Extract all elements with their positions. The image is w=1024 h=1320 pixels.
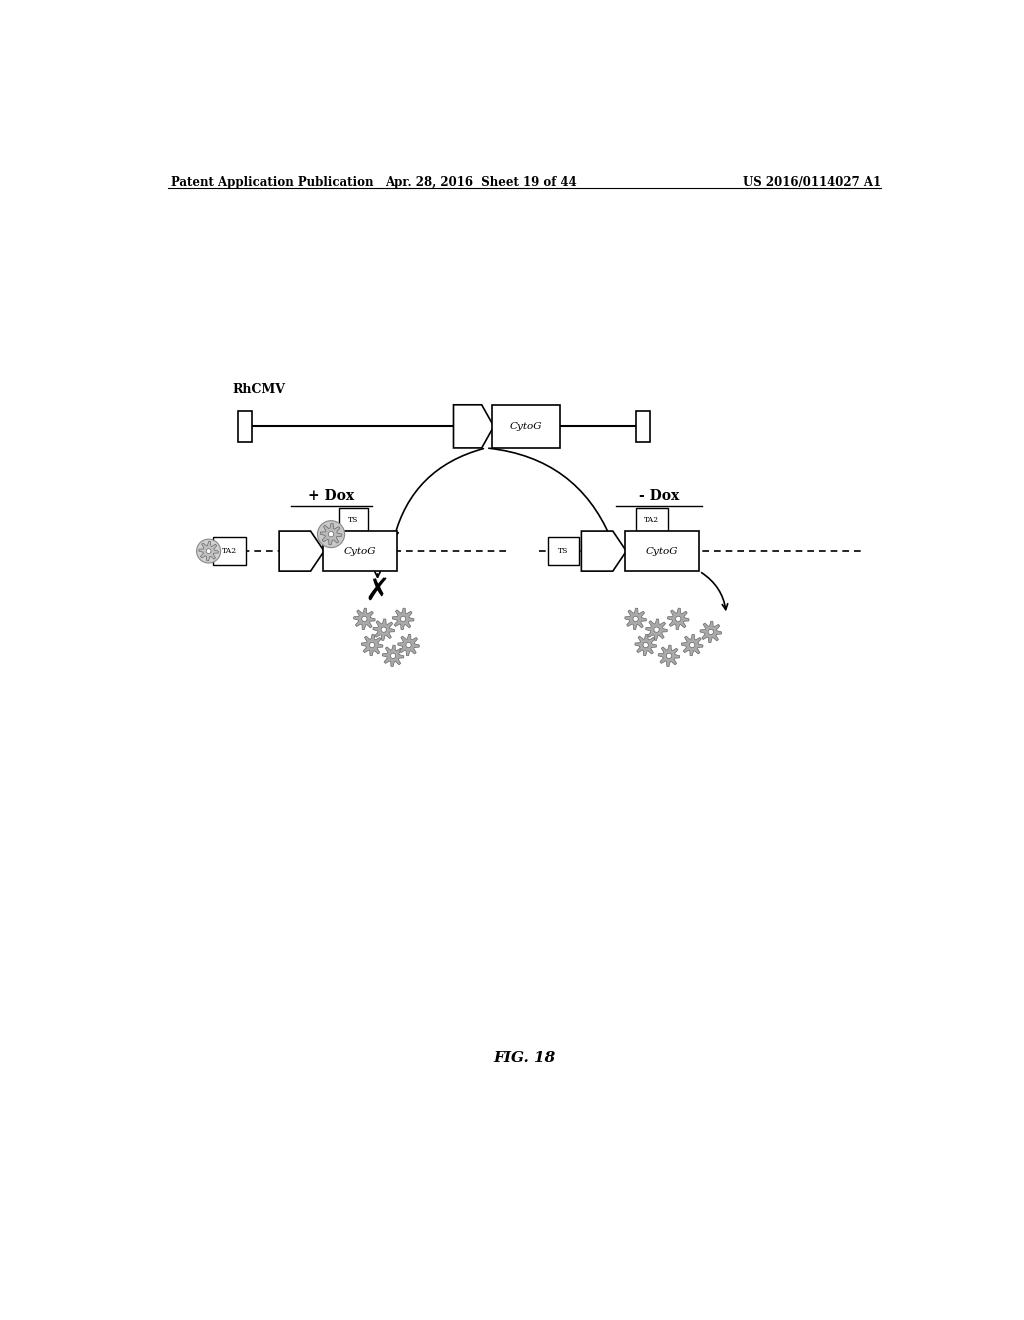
Polygon shape [392, 609, 414, 630]
Circle shape [709, 630, 714, 635]
Bar [636, 508, 669, 531]
Text: TA2: TA2 [644, 516, 659, 524]
Text: US 2016/0114027 A1: US 2016/0114027 A1 [743, 176, 882, 189]
Polygon shape [373, 619, 394, 640]
Circle shape [689, 643, 695, 648]
Text: Patent Application Publication: Patent Application Publication [171, 176, 373, 189]
Text: + Dox: + Dox [308, 488, 354, 503]
Polygon shape [625, 609, 646, 630]
Circle shape [197, 539, 220, 564]
Text: Apr. 28, 2016  Sheet 19 of 44: Apr. 28, 2016 Sheet 19 of 44 [385, 176, 577, 189]
Polygon shape [454, 405, 494, 447]
Polygon shape [321, 524, 342, 545]
Bar [636, 411, 649, 442]
Circle shape [370, 643, 375, 648]
Polygon shape [397, 635, 420, 656]
Bar [339, 508, 369, 531]
Polygon shape [658, 645, 680, 667]
Polygon shape [199, 541, 218, 561]
Circle shape [654, 627, 659, 632]
Bar [213, 537, 246, 565]
Polygon shape [668, 609, 689, 630]
Text: - Dox: - Dox [639, 488, 679, 503]
Circle shape [381, 627, 386, 632]
Circle shape [317, 520, 345, 548]
Polygon shape [646, 619, 668, 640]
Text: CytoG: CytoG [646, 546, 678, 556]
Circle shape [633, 616, 638, 622]
Polygon shape [353, 609, 375, 630]
Text: RhCMV: RhCMV [232, 383, 286, 396]
Bar [323, 531, 397, 572]
Polygon shape [582, 531, 627, 572]
Circle shape [206, 549, 211, 553]
Polygon shape [635, 635, 656, 656]
Polygon shape [700, 622, 722, 643]
Polygon shape [280, 531, 324, 572]
Circle shape [406, 643, 412, 648]
Text: TS: TS [348, 516, 358, 524]
Circle shape [329, 532, 334, 537]
Polygon shape [382, 645, 403, 667]
Text: FIG. 18: FIG. 18 [494, 1051, 556, 1065]
Circle shape [400, 616, 406, 622]
Bar [493, 405, 560, 447]
Circle shape [667, 653, 672, 659]
Circle shape [361, 616, 367, 622]
Bar [238, 411, 252, 442]
Text: TS: TS [558, 546, 568, 556]
Circle shape [390, 653, 395, 659]
Polygon shape [681, 635, 703, 656]
Circle shape [676, 616, 681, 622]
Bar [625, 531, 699, 572]
Text: CytoG: CytoG [343, 546, 376, 556]
Text: CytoG: CytoG [509, 422, 542, 430]
Text: TA2: TA2 [222, 546, 238, 556]
Polygon shape [361, 635, 383, 656]
Bar [548, 537, 579, 565]
Circle shape [643, 643, 648, 648]
Text: ✗: ✗ [365, 577, 390, 606]
